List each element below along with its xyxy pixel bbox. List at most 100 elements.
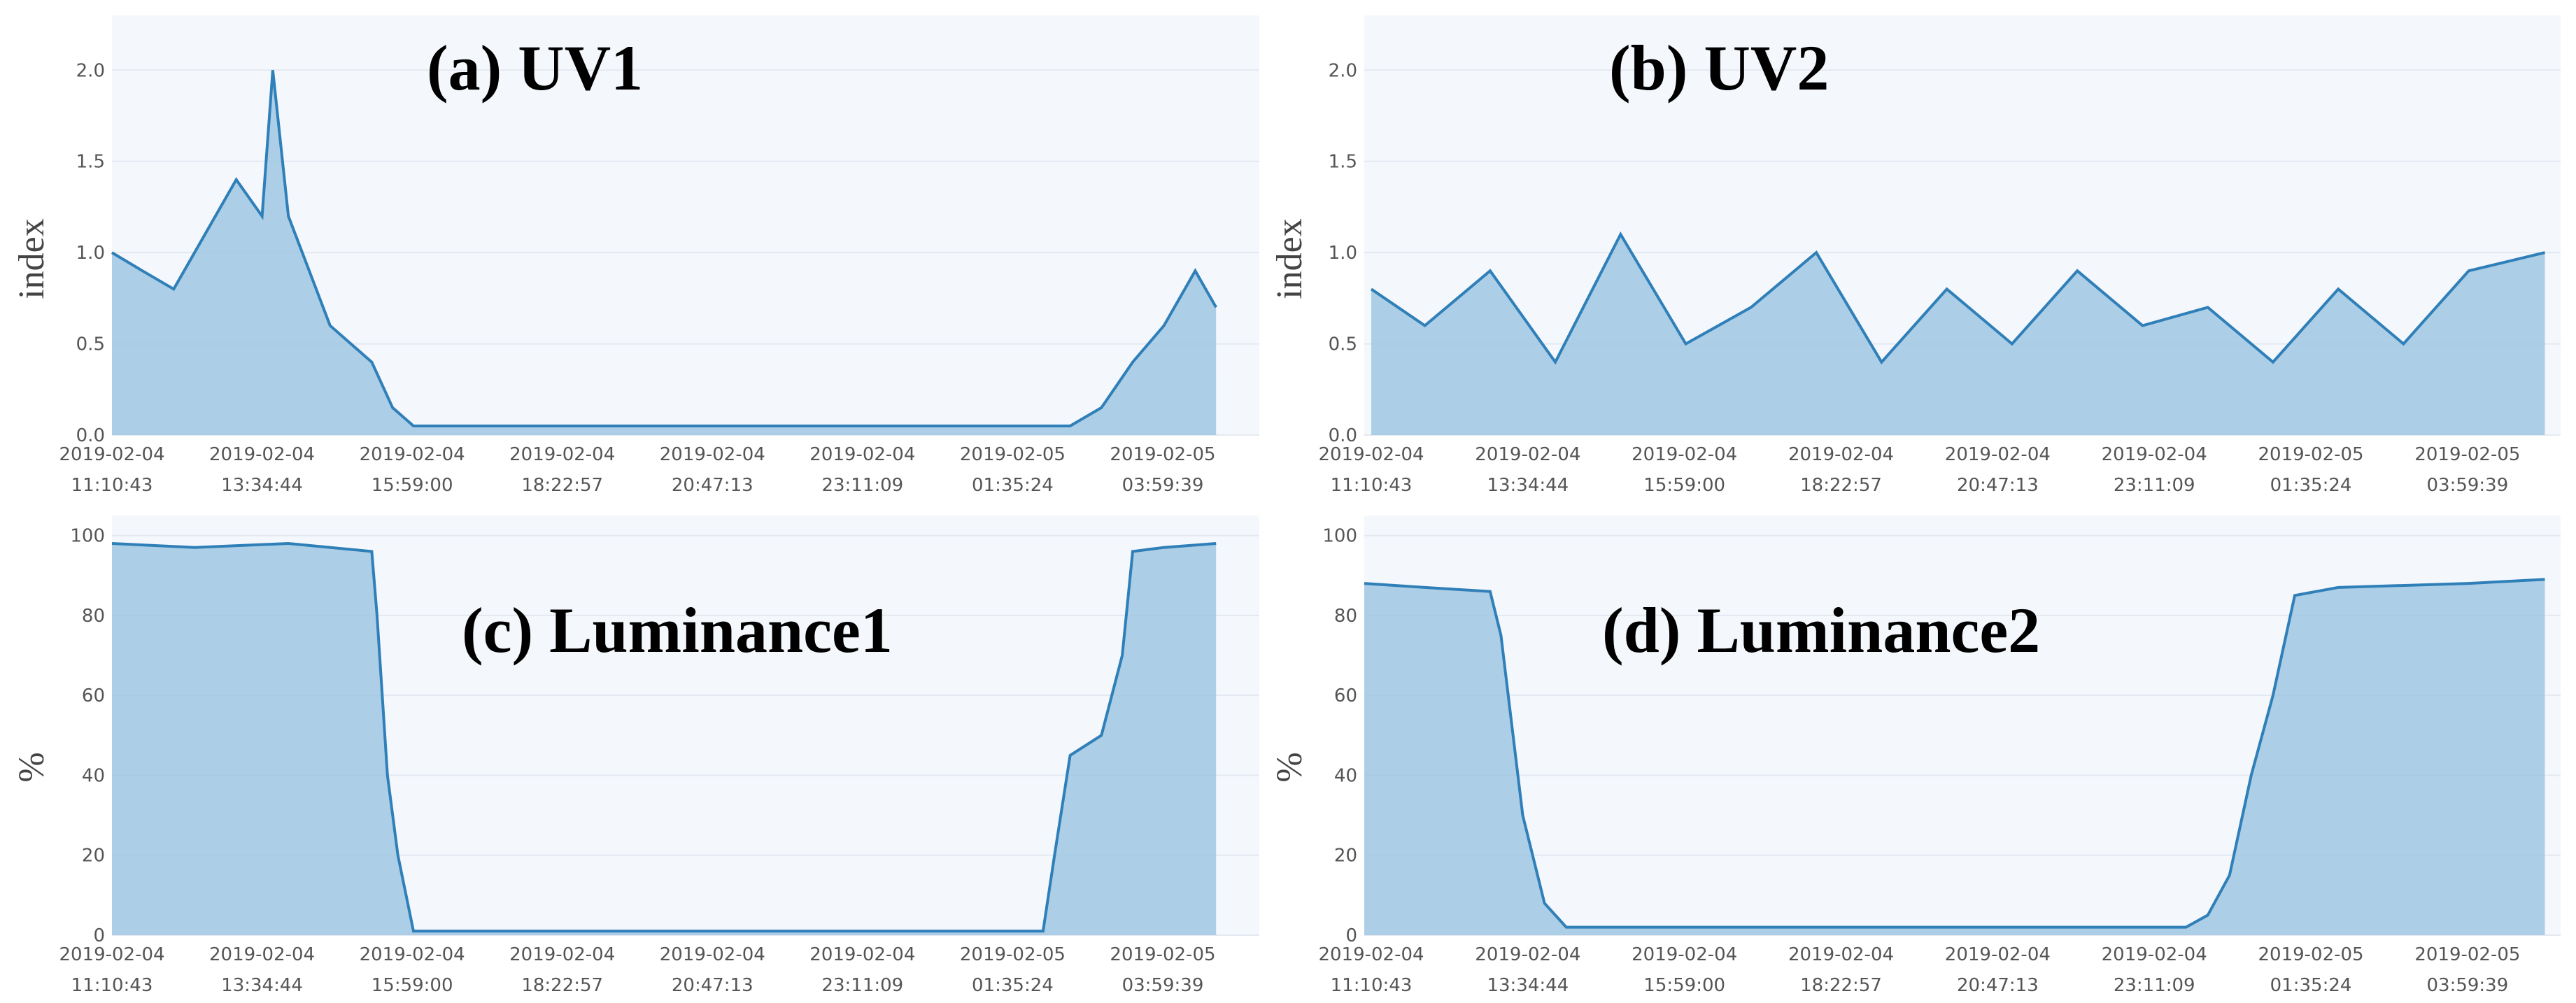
x-tick-time: 20:47:13 — [672, 975, 753, 996]
x-tick-time: 15:59:00 — [371, 975, 453, 996]
series-area — [1371, 234, 2545, 435]
y-tick-label: 1.0 — [1329, 243, 1357, 264]
x-tick-time: 03:59:39 — [2426, 975, 2508, 996]
y-tick-label: 40 — [1334, 765, 1357, 786]
x-tick-date: 2019-02-05 — [2414, 944, 2520, 965]
series-area — [112, 70, 1217, 436]
panel-title: (c) Luminance1 — [462, 595, 893, 666]
series-line — [1364, 578, 2545, 929]
chart-uv1-svg: 0.0 0.5 1.0 1.5 2.0 2019-02-04 11:10:43 2019-0… — [12, 15, 1259, 496]
x-tick-date: 2019-02-04 — [660, 944, 765, 965]
series-line — [111, 70, 1217, 427]
x-tick-time: 18:22:57 — [521, 475, 603, 496]
y-tick-label: 1.0 — [76, 243, 105, 264]
x-tick-time: 03:59:39 — [1122, 975, 1204, 996]
x-tick-date: 2019-02-04 — [1475, 944, 1580, 965]
y-tick-label: 1.5 — [76, 152, 105, 173]
y-tick-label: 0.5 — [1329, 334, 1357, 355]
x-tick-date: 2019-02-04 — [1945, 944, 2051, 965]
x-tick-time: 20:47:13 — [1957, 475, 2039, 496]
x-tick-date: 2019-02-04 — [809, 444, 915, 465]
x-tick-date: 2019-02-04 — [209, 444, 315, 465]
x-tick-date: 2019-02-05 — [2258, 944, 2363, 965]
x-tick-time: 20:47:13 — [1957, 975, 2039, 996]
x-tick-date: 2019-02-04 — [209, 944, 315, 965]
x-tick-date: 2019-02-05 — [1110, 944, 1215, 965]
y-axis-label: % — [12, 752, 52, 782]
y-tick-label: 0.5 — [76, 334, 105, 355]
y-tick-label: 80 — [1334, 606, 1357, 627]
x-tick-time: 15:59:00 — [371, 475, 453, 496]
y-tick-label: 40 — [82, 765, 105, 786]
x-tick-time: 01:35:24 — [972, 975, 1054, 996]
x-tick-time: 01:35:24 — [2270, 475, 2352, 496]
x-tick-date: 2019-02-05 — [1110, 444, 1215, 465]
y-tick-label: 0 — [1345, 925, 1357, 946]
x-tick-time: 13:34:44 — [1487, 475, 1569, 496]
x-tick-time: 18:22:57 — [521, 975, 603, 996]
y-axis-label: index — [12, 218, 52, 299]
y-tick-label: 2.0 — [1329, 60, 1357, 81]
x-tick-time: 03:59:39 — [2426, 475, 2508, 496]
x-tick-time: 23:11:09 — [2114, 475, 2195, 496]
chart-uv2-svg: 0.0 0.5 1.0 1.5 2.0 2019-02-04 11:10:43 2019-0… — [1270, 15, 2561, 496]
series-line — [1370, 231, 2545, 365]
x-tick-time: 03:59:39 — [1122, 475, 1204, 496]
y-tick-label: 0 — [93, 925, 105, 946]
x-tick-time: 13:34:44 — [221, 975, 303, 996]
x-tick-time: 15:59:00 — [1643, 975, 1725, 996]
x-tick-date: 2019-02-05 — [2258, 444, 2363, 465]
x-tick-date: 2019-02-04 — [1632, 944, 1737, 965]
panel-title: (d) Luminance2 — [1602, 595, 2040, 666]
chart-panel-uv1: 0.0 0.5 1.0 1.5 2.0 2019-02-04 11:10:43 2019-0… — [0, 0, 1288, 502]
x-tick-date: 2019-02-04 — [360, 944, 465, 965]
x-tick-time: 01:35:24 — [2270, 975, 2352, 996]
x-tick-time: 13:34:44 — [1487, 975, 1569, 996]
x-tick-time: 23:11:09 — [2114, 975, 2195, 996]
y-tick-label: 0.0 — [76, 425, 105, 446]
series-line — [111, 541, 1217, 933]
y-tick-label: 20 — [1334, 846, 1357, 867]
x-tick-date: 2019-02-04 — [1945, 444, 2051, 465]
chart-panel-uv2: 0.0 0.5 1.0 1.5 2.0 2019-02-04 11:10:43 2019-0… — [1259, 0, 2576, 502]
x-tick-date: 2019-02-04 — [59, 944, 164, 965]
x-tick-date: 2019-02-04 — [1318, 944, 1424, 965]
x-tick-date: 2019-02-04 — [660, 444, 765, 465]
y-tick-label: 1.5 — [1329, 152, 1357, 173]
x-tick-time: 20:47:13 — [672, 475, 753, 496]
y-tick-label: 60 — [1334, 685, 1357, 706]
y-tick-label: 60 — [82, 685, 105, 706]
panel-title: (a) UV1 — [427, 32, 643, 104]
x-tick-date: 2019-02-04 — [360, 444, 465, 465]
y-tick-label: 2.0 — [76, 60, 105, 81]
x-tick-date: 2019-02-04 — [2102, 944, 2207, 965]
x-tick-time: 01:35:24 — [972, 475, 1054, 496]
y-tick-label: 80 — [82, 606, 105, 627]
x-tick-time: 18:22:57 — [1800, 475, 1882, 496]
chart-panel-luminance1: 0 20 40 60 80 100 2019-02-04 11:10:43 2019-02-0… — [0, 502, 1288, 1003]
series-area — [1364, 579, 2545, 935]
y-tick-label: 20 — [82, 846, 105, 867]
x-tick-date: 2019-02-04 — [1632, 444, 1737, 465]
x-tick-date: 2019-02-04 — [509, 944, 615, 965]
y-axis-label: % — [1270, 752, 1310, 782]
x-tick-time: 11:10:43 — [1331, 475, 1413, 496]
x-tick-date: 2019-02-04 — [2102, 444, 2207, 465]
x-tick-date: 2019-02-04 — [1318, 444, 1424, 465]
x-tick-time: 23:11:09 — [821, 975, 903, 996]
x-tick-date: 2019-02-04 — [1788, 444, 1894, 465]
x-tick-time: 11:10:43 — [71, 975, 153, 996]
chart-luminance1-svg: 0 20 40 60 80 100 2019-02-04 11:10:43 2019-02-0… — [12, 515, 1259, 996]
x-tick-date: 2019-02-04 — [1475, 444, 1580, 465]
x-tick-time: 11:10:43 — [71, 475, 153, 496]
x-tick-date: 2019-02-04 — [1788, 944, 1894, 965]
x-tick-date: 2019-02-05 — [2414, 444, 2520, 465]
x-tick-time: 18:22:57 — [1800, 975, 1882, 996]
y-tick-label: 100 — [70, 526, 105, 547]
x-tick-date: 2019-02-05 — [960, 444, 1066, 465]
x-tick-date: 2019-02-04 — [809, 944, 915, 965]
x-tick-time: 13:34:44 — [221, 475, 303, 496]
series-area — [112, 543, 1217, 935]
x-tick-time: 11:10:43 — [1331, 975, 1413, 996]
chart-panel-luminance2: 0 20 40 60 80 100 2019-02-04 11:10:43 2019-02-0… — [1259, 502, 2576, 1003]
